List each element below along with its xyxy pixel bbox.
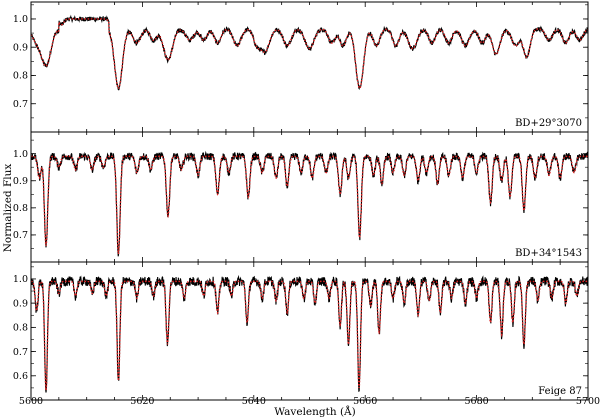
x-tick-label: 5700 — [576, 396, 600, 407]
y-tick-label: 0.7 — [13, 230, 28, 241]
model-spectrum-line — [31, 155, 588, 255]
y-axis-label: Normalized Flux — [2, 164, 14, 253]
spectrum-panel: 0.7 0.8 0.9 1.0 BD+34°1543 — [13, 131, 589, 263]
spectra-panels: 0.7 0.8 0.9 1.0 BD+29°3070 0.7 0.8 0.9 1.0 BD+34°… — [13, 1, 589, 401]
panel-frame — [30, 131, 589, 263]
x-tick-label: 5600 — [19, 396, 43, 407]
observed-spectrum-line — [31, 14, 588, 91]
spectrum-panel: 0.7 0.8 0.9 1.0 BD+29°3070 — [13, 1, 589, 133]
y-tick-label: 1.0 — [13, 14, 28, 25]
y-tick-label: 0.8 — [13, 323, 28, 334]
y-tick-label: 0.9 — [13, 42, 28, 53]
x-tick-label: 5680 — [465, 396, 489, 407]
x-tick-label: 5620 — [130, 396, 154, 407]
x-tick-label: 5660 — [353, 396, 377, 407]
observed-spectrum-line — [31, 274, 588, 393]
star-label: BD+29°3070 — [515, 118, 582, 129]
model-spectrum-line — [31, 18, 588, 90]
star-label: BD+34°1543 — [515, 248, 582, 259]
x-axis-ticks: 5600 5620 5640 5660 5680 5700 — [19, 396, 600, 407]
x-axis-label: Wavelength (Å) — [274, 404, 355, 418]
y-tick-label: 1.0 — [13, 149, 28, 160]
model-spectrum-line — [31, 280, 588, 391]
spectrum-panel: 0.6 0.7 0.8 0.9 1.0 Feige 87 — [13, 261, 589, 401]
x-tick-label: 5640 — [242, 396, 266, 407]
y-tick-label: 0.6 — [13, 371, 28, 382]
y-tick-label: 0.8 — [13, 203, 28, 214]
y-tick-label: 0.9 — [13, 176, 28, 187]
y-tick-label: 1.0 — [13, 274, 28, 285]
y-tick-label: 0.7 — [13, 347, 28, 358]
y-tick-label: 0.7 — [13, 99, 28, 110]
star-label: Feige 87 — [538, 386, 582, 397]
y-tick-label: 0.9 — [13, 298, 28, 309]
y-tick-label: 0.8 — [13, 71, 28, 82]
